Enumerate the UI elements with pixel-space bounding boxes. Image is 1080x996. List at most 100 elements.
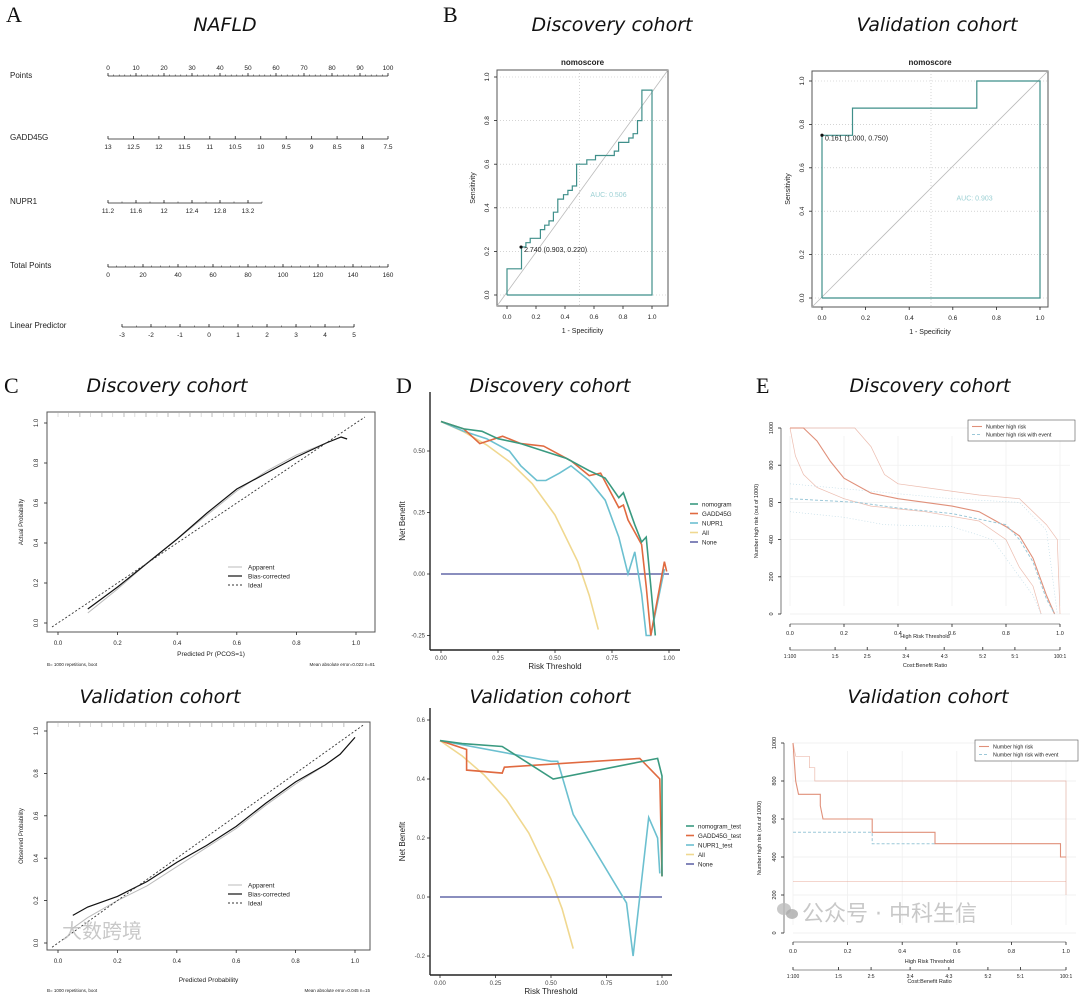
x-tick-label: 0.6 (948, 631, 956, 637)
footnote-mean-absolute-error: Mean absolute error=0.022 n=81 (309, 662, 375, 667)
x-tick-label: 0.00 (435, 656, 447, 662)
y-axis-label: Actual Probability (19, 499, 25, 545)
legend-label: GADD45G (702, 511, 732, 518)
nomogram-tick-label: 9 (310, 144, 314, 151)
nomogram-tick-label: 10 (257, 144, 265, 151)
y-tick-label: 600 (769, 498, 775, 507)
cost-benefit-tick-label: 1:5 (835, 974, 842, 980)
cost-benefit-axis-label: Cost:Benefit Ratio (907, 979, 951, 985)
cic-discovery-panel-title: Discovery cohort (850, 375, 1012, 397)
nomogram-tick-label: 12.4 (186, 208, 199, 215)
x-axis-label: Risk Threshold (528, 662, 581, 671)
diagonal-reference-line (496, 69, 669, 307)
y-tick-label: 0.2 (34, 578, 40, 587)
legend-label: None (698, 861, 713, 868)
cic-validation-panel-title: Validation cohort (847, 686, 1010, 708)
legend-box (974, 739, 1079, 762)
nomogram-tick-label: -3 (119, 332, 125, 339)
legend-box (967, 419, 1076, 442)
y-tick-label: 800 (769, 461, 775, 470)
nomogram-tick-label: 80 (328, 65, 336, 72)
cost-benefit-tick-label: 5:2 (979, 654, 986, 660)
ideal-line (51, 416, 366, 628)
dca-validation-panel-title: Validation cohort (469, 686, 632, 708)
nomogram-tick-label: 0 (106, 272, 110, 279)
x-tick-label: 0.8 (292, 641, 301, 647)
x-tick-label: 0.8 (1002, 631, 1010, 637)
x-tick-label: 0.2 (844, 949, 852, 955)
legend-label: NUPR1 (702, 520, 724, 527)
nomogram-tick-label: 100 (278, 272, 289, 279)
cic-curve-number-high-risk-upper-ci (792, 742, 1067, 895)
roc-discovery-panel-title: Discovery cohort (532, 14, 694, 36)
y-tick-label: 1000 (769, 422, 775, 434)
y-tick-label: 0.6 (799, 163, 806, 172)
legend-label: Ideal (248, 583, 263, 590)
roc-curve (506, 89, 653, 296)
nomogram-row-label: GADD45G (10, 133, 48, 142)
nomogram-tick-label: 140 (348, 272, 359, 279)
panel-label-e: E (756, 373, 769, 398)
x-axis-label: 1 - Specificity (562, 328, 604, 335)
nomogram-tick-label: 12 (155, 144, 163, 151)
nomogram-tick-label: 11.5 (178, 144, 191, 151)
x-tick-label: 0.4 (173, 959, 182, 965)
y-tick-label: 800 (772, 776, 778, 785)
nomogram-tick-label: 7.5 (383, 144, 392, 151)
legend-label: All (698, 852, 705, 859)
x-tick-label: 0.0 (789, 949, 797, 955)
x-tick-label: 1.0 (351, 959, 360, 965)
y-tick-label: 0.4 (799, 206, 806, 215)
plot-frame (811, 70, 1049, 308)
auc-label: AUC: 0.903 (957, 195, 993, 202)
nomogram-tick-label: 11.2 (102, 208, 115, 215)
net-benefit-curve-gadd45g-test (439, 739, 663, 877)
footnote-repetitions: B= 1000 repetitions, boot (47, 988, 98, 993)
y-axis-label: Net Benefit (398, 500, 407, 540)
y-tick-label: 0.2 (417, 836, 426, 842)
plot-frame (46, 411, 376, 633)
y-tick-label: 0.2 (799, 250, 806, 259)
nomogram-tick-label: 12.5 (127, 144, 140, 151)
x-tick-label: 0.00 (434, 981, 446, 987)
legend-label: Ideal (248, 901, 263, 908)
legend-label: Bias-corrected (248, 574, 290, 581)
legend-label: All (702, 530, 709, 537)
x-tick-label: 0.4 (560, 314, 569, 321)
nomogram-tick-label: 80 (244, 272, 252, 279)
x-tick-label: 0.0 (54, 641, 63, 647)
x-tick-label: 0.25 (490, 981, 502, 987)
y-tick-label: 0 (769, 612, 775, 615)
nomogram-tick-label: 120 (313, 272, 324, 279)
x-axis-label: High Risk Threshold (905, 959, 954, 965)
y-tick-label: 0.0 (799, 293, 806, 302)
nomogram-tick-label: 20 (139, 272, 147, 279)
x-tick-label: 0.2 (113, 641, 122, 647)
y-tick-label: 0.50 (413, 449, 425, 455)
x-tick-label: 0.0 (817, 315, 826, 322)
roc-validation-panel-title: Validation cohort (856, 14, 1019, 36)
x-tick-label: 0.6 (589, 314, 598, 321)
nomogram-tick-label: 60 (272, 65, 280, 72)
x-tick-label: 0.2 (861, 315, 870, 322)
panel-label-c: C (4, 373, 19, 398)
cost-benefit-tick-label: 1:100 (784, 654, 797, 660)
x-axis-label: 1 - Specificity (909, 329, 951, 336)
y-tick-label: -0.2 (415, 954, 426, 960)
y-tick-label: 0.0 (484, 290, 491, 299)
plot-frame (46, 721, 371, 951)
x-tick-label: 0.4 (894, 631, 902, 637)
nomogram-tick-label: 3 (294, 332, 298, 339)
x-tick-label: 0.2 (840, 631, 848, 637)
plot-frame (496, 69, 669, 307)
x-tick-label: 1.00 (663, 656, 675, 662)
best-threshold-point (519, 245, 523, 249)
cic-curve-number-high-risk-lower-ci (789, 427, 1042, 615)
cost-benefit-tick-label: 3:4 (907, 974, 914, 980)
nomogram-tick-label: 100 (383, 65, 394, 72)
y-tick-label: 1.0 (34, 418, 40, 427)
x-tick-label: 0.0 (502, 314, 511, 321)
y-tick-label: 1000 (772, 737, 778, 749)
x-tick-label: 0.6 (232, 959, 241, 965)
